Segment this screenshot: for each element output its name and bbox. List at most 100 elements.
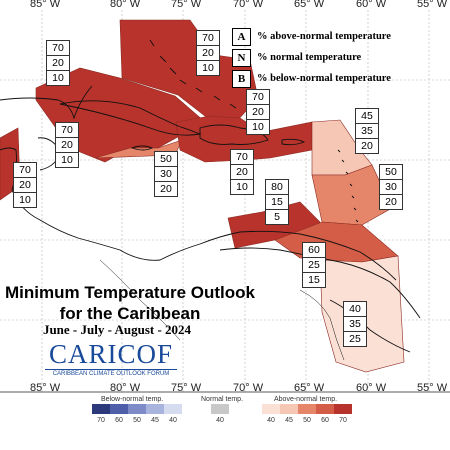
prob-above: 60: [303, 243, 325, 258]
lon-label-70w-bottom: 70° W: [233, 382, 264, 394]
prob-below: 10: [52, 72, 64, 84]
scale-swatch-above-45: [280, 404, 298, 414]
prob-box-southern: 60 25 15: [302, 242, 326, 288]
prob-below: 20: [361, 140, 373, 152]
scale-swatch-above-60: [316, 404, 334, 414]
prob-normal: 20: [14, 178, 36, 193]
lon-label-80w: 80° W: [110, 0, 141, 10]
prob-below: 15: [308, 274, 320, 286]
prob-above: 70: [247, 90, 269, 105]
prob-box-cayman: 70 20 10: [55, 122, 79, 168]
prob-above: 70: [197, 31, 219, 46]
prob-normal: 35: [344, 317, 366, 332]
lon-label-70w: 70° W: [233, 0, 264, 10]
prob-above: 70: [231, 150, 253, 165]
map-title: Minimum Temperature Outlook for the Cari…: [0, 282, 260, 324]
lon-label-55w-bottom: 55° W: [417, 382, 448, 394]
prob-box-jamaica: 50 30 20: [154, 151, 178, 197]
prob-normal: 20: [47, 56, 69, 71]
scale-value-below-60: 60: [115, 417, 123, 424]
lon-label-75w-bottom: 75° W: [171, 382, 202, 394]
prob-below: 20: [385, 196, 397, 208]
prob-below: 10: [61, 154, 73, 166]
title-line-2: for the Caribbean: [59, 304, 201, 323]
legend-below: B % below-normal temperature: [232, 68, 391, 89]
legend-key-n: N: [232, 48, 251, 67]
prob-above: 50: [155, 152, 177, 167]
logo-subtext: CARIBBEAN CLIMATE OUTLOOK FORUM: [45, 369, 177, 377]
scale-swatch-below-40: [164, 404, 182, 414]
scale-below-label: Below-normal temp.: [101, 396, 164, 403]
legend-key-a: A: [232, 27, 251, 46]
legend-text-below: % below-normal temperature: [257, 73, 391, 84]
prob-normal: 20: [56, 138, 78, 153]
prob-box-central-america: 70 20 10: [13, 162, 37, 208]
scale-swatch-below-50: [128, 404, 146, 414]
prob-normal: 15: [266, 195, 288, 210]
scale-value-normal-40: 40: [216, 417, 224, 424]
prob-above: 45: [356, 109, 378, 124]
prob-box-leewards: 45 35 20: [355, 108, 379, 154]
prob-normal: 35: [356, 124, 378, 139]
prob-normal: 20: [231, 165, 253, 180]
lon-label-55w: 55° W: [417, 0, 448, 10]
prob-below: 5: [274, 211, 280, 223]
lon-label-60w: 60° W: [356, 0, 387, 10]
prob-above: 80: [266, 180, 288, 195]
prob-below: 10: [236, 181, 248, 193]
scale-swatch-below-45: [146, 404, 164, 414]
scale-value-above-60: 60: [321, 417, 329, 424]
lon-label-80w-bottom: 80° W: [110, 382, 141, 394]
prob-below: 20: [160, 183, 172, 195]
legend-above: A % above-normal temperature: [232, 26, 391, 47]
prob-normal: 30: [155, 167, 177, 182]
prob-below: 10: [19, 194, 31, 206]
scale-value-above-40: 40: [267, 417, 275, 424]
legend-text-above: % above-normal temperature: [257, 31, 391, 42]
prob-above: 70: [47, 41, 69, 56]
legend-text-normal: % normal temperature: [257, 52, 362, 63]
scale-swatch-below-70: [92, 404, 110, 414]
prob-box-hispaniola: 70 20 10: [230, 149, 254, 195]
scale-swatch-above-40: [262, 404, 280, 414]
prob-box-turks-caicos: 70 20 10: [246, 89, 270, 135]
scale-value-above-70: 70: [339, 417, 347, 424]
map-subtitle: June - July - August - 2024: [42, 322, 192, 337]
lon-label-65w-bottom: 65° W: [294, 382, 325, 394]
scale-above-label: Above-normal temp.: [274, 396, 338, 403]
prob-below: 10: [202, 62, 214, 74]
lon-label-60w-bottom: 60° W: [356, 382, 387, 394]
prob-normal: 20: [197, 46, 219, 61]
scale-normal-label: Normal temp.: [201, 396, 244, 403]
scale-swatch-normal-40: [211, 404, 229, 414]
scale-value-below-40: 40: [169, 417, 177, 424]
scale-swatch-above-50: [298, 404, 316, 414]
prob-below: 10: [252, 121, 264, 133]
legend-key-b: B: [232, 69, 251, 88]
scale-value-above-45: 45: [285, 417, 293, 424]
prob-box-puerto-rico: 80 15 5: [265, 179, 289, 225]
prob-normal: 20: [247, 105, 269, 120]
caricof-logo: CARICOF CARIBBEAN CLIMATE OUTLOOK FORUM: [45, 340, 177, 377]
scale-value-below-45: 45: [151, 417, 159, 424]
scale-value-above-50: 50: [303, 417, 311, 424]
prob-box-windward: 50 30 20: [379, 164, 403, 210]
legend-normal: N % normal temperature: [232, 47, 391, 68]
prob-below: 25: [349, 333, 361, 345]
lon-label-85w-bottom: 85° W: [30, 382, 61, 394]
prob-normal: 30: [380, 180, 402, 195]
scale-swatch-below-60: [110, 404, 128, 414]
scale-value-below-50: 50: [133, 417, 141, 424]
prob-box-cuba: 70 20 10: [46, 40, 70, 86]
coastlines: [0, 39, 421, 361]
prob-normal: 25: [303, 258, 325, 273]
prob-box-bahamas: 70 20 10: [196, 30, 220, 76]
scale-swatch-above-70: [334, 404, 352, 414]
prob-above: 70: [14, 163, 36, 178]
lon-label-85w: 85° W: [30, 0, 61, 10]
prob-above: 50: [380, 165, 402, 180]
prob-box-guianas: 40 35 25: [343, 301, 367, 347]
lon-label-75w: 75° W: [171, 0, 202, 10]
prob-above: 70: [56, 123, 78, 138]
title-line-1: Minimum Temperature Outlook: [5, 283, 255, 302]
